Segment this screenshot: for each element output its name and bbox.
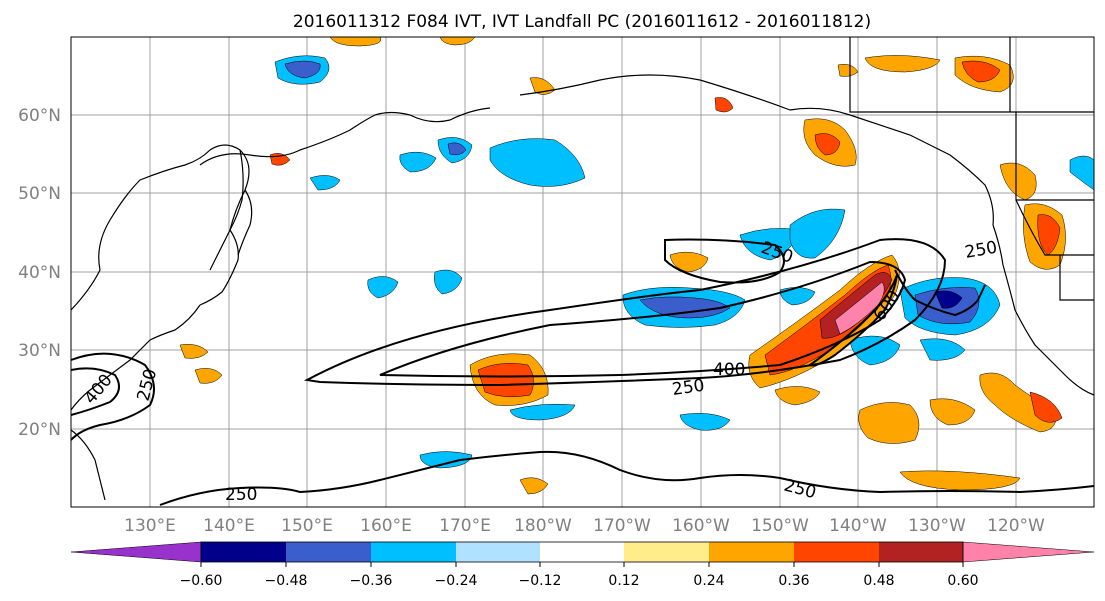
lon-label-160w: 160°W [672, 516, 730, 536]
map-frame [70, 36, 1095, 508]
lon-label-140e: 140°E [203, 516, 255, 536]
lon-label-150w: 150°W [751, 516, 809, 536]
colorbar-label-3: −0.24 [435, 573, 478, 589]
figure-title: 2016011312 F084 IVT, IVT Landfall PC (20… [293, 12, 871, 32]
colorbar-swatch-2 [286, 542, 371, 562]
colorbar-label-8: 0.48 [863, 573, 894, 589]
lat-label-50n: 50°N [18, 184, 61, 204]
lon-label-170e: 170°E [439, 516, 491, 536]
lon-label-130e: 130°E [124, 516, 176, 536]
colorbar-swatch-4 [456, 542, 540, 562]
colorbar-swatch-1 [201, 542, 286, 562]
lon-label-130w: 130°W [908, 516, 966, 536]
lat-label-60n: 60°N [18, 106, 61, 126]
colorbar-ticks [200, 562, 964, 567]
colorbar-swatch-5 [540, 542, 624, 562]
colorbar-frame [200, 541, 964, 563]
colorbar-swatch-10 [962, 541, 1095, 563]
longitude-labels: 130°E 140°E 150°E 160°E 170°E 180°W 170°… [124, 516, 1045, 536]
colorbar-swatch-0 [70, 541, 202, 563]
ivt-contours [70, 238, 1095, 506]
negative-ivt-anomaly-patches [274, 55, 1095, 469]
latitude-labels: 20°N 30°N 40°N 50°N 60°N [18, 106, 61, 440]
lon-label-120w: 120°W [987, 516, 1045, 536]
colorbar-swatch-7 [709, 542, 794, 562]
contour-label-250-south-west: 250 [225, 485, 257, 505]
lon-label-170w: 170°W [593, 516, 651, 536]
lon-label-150e: 150°E [281, 516, 333, 536]
positive-ivt-anomaly-patches [179, 36, 1066, 495]
lon-label-140w: 140°W [829, 516, 887, 536]
colorbar-label-9: 0.60 [947, 573, 978, 589]
colorbar-label-4: −0.12 [519, 573, 562, 589]
map-panel: 250 400 600 250 250 400 250 250 250 [70, 36, 1095, 508]
colorbar-label-7: 0.36 [778, 573, 809, 589]
colorbar-swatch-8 [794, 542, 879, 562]
colorbar-label-6: 0.24 [693, 573, 724, 589]
colorbar-swatch-3 [371, 542, 456, 562]
lat-label-30n: 30°N [18, 341, 61, 361]
colorbar-swatch-6 [624, 542, 709, 562]
contour-label-250-center: 250 [671, 376, 706, 400]
colorbar-label-5: 0.12 [608, 573, 639, 589]
colorbar-label-2: −0.36 [350, 573, 393, 589]
lat-label-40n: 40°N [18, 263, 61, 283]
colorbar: −0.60 −0.48 −0.36 −0.24 −0.12 0.12 0.24 … [70, 541, 1095, 589]
lon-label-160e: 160°E [360, 516, 412, 536]
lon-label-180w: 180°W [514, 516, 572, 536]
colorbar-swatch-9 [879, 542, 963, 562]
colorbar-label-1: −0.48 [265, 573, 308, 589]
map-gridlines [71, 37, 1094, 507]
contour-label-400: 400 [713, 360, 745, 380]
lat-label-20n: 20°N [18, 420, 61, 440]
colorbar-label-0: −0.60 [180, 573, 223, 589]
coastlines [70, 37, 1095, 501]
